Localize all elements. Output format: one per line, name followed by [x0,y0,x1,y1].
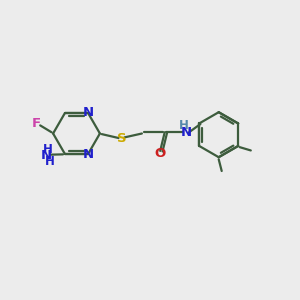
Text: F: F [32,116,41,130]
Text: H: H [45,155,55,168]
Text: O: O [154,147,166,161]
Text: S: S [117,132,126,146]
Text: H: H [43,143,53,156]
Text: N: N [40,149,52,162]
Text: N: N [181,126,192,139]
Text: H: H [179,119,189,132]
Text: N: N [83,106,94,119]
Text: N: N [83,148,94,161]
